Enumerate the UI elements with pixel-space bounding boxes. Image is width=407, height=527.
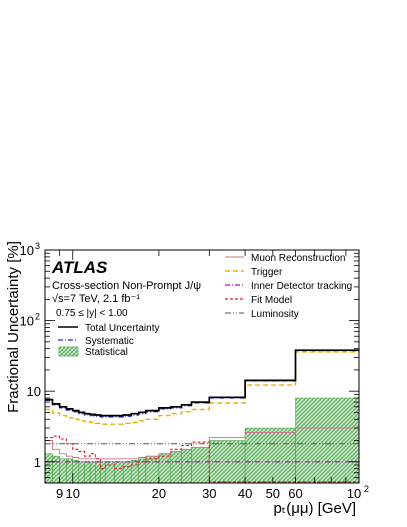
annotation-line-3: 0.75 ≤ |y| < 1.00 — [56, 308, 128, 319]
statistical-bin — [72, 460, 80, 483]
statistical-bin — [89, 461, 96, 483]
plot-area — [45, 349, 359, 483]
series-line-total-uncertainty — [45, 349, 359, 417]
statistical-bin — [244, 427, 296, 483]
statistical-bin — [170, 451, 182, 483]
x-tick-label: 10 — [66, 486, 80, 501]
statistical-bin — [84, 461, 91, 483]
statistical-bin — [59, 458, 67, 483]
annotation-line-2: √s=7 TeV, 2.1 fb⁻¹ — [52, 293, 140, 305]
y-tick-label-exponent: 2 — [35, 312, 40, 322]
legend-left: Total Uncertainty Systematic Statistical — [58, 323, 159, 358]
legend-label-statistical: Statistical — [85, 347, 128, 358]
x-tick-label: 9 — [56, 486, 63, 501]
legend-label-systematic: Systematic — [85, 336, 134, 347]
x-tick-label: 20 — [152, 486, 166, 501]
x-tick-label: 40 — [238, 486, 252, 501]
y-tick-label: 10 — [20, 243, 34, 258]
legend-label-total: Total Uncertainty — [85, 323, 159, 334]
series-line-fit-model — [45, 435, 359, 483]
statistical-bin — [66, 458, 73, 483]
x-tick-label: 30 — [202, 486, 216, 501]
legend-label-inner-detector: Inner Detector tracking — [251, 281, 352, 292]
statistical-bin — [158, 453, 172, 483]
statistical-bin — [138, 458, 147, 483]
statistical-bin — [78, 461, 85, 483]
legend-item-statistical: Statistical — [58, 346, 128, 358]
legend-item-systematic: Systematic — [58, 336, 134, 347]
x-tick-label-exponent: 2 — [364, 484, 369, 494]
legend-label-muon-reconstruction: Muon Reconstruction — [251, 253, 346, 264]
statistical-bin — [95, 461, 101, 483]
statistical-bin — [295, 397, 359, 483]
x-tick-label: 60 — [288, 486, 302, 501]
statistical-bin — [122, 461, 132, 483]
legend-label-trigger: Trigger — [251, 267, 283, 278]
statistical-bin — [100, 461, 106, 483]
statistical-bin — [114, 461, 124, 483]
legend-label-fit-model: Fit Model — [251, 295, 292, 306]
series-line-trigger — [45, 351, 359, 425]
axis-ticks — [44, 249, 360, 484]
x-axis-title: pₜ(μμ) [GeV] — [273, 500, 356, 517]
y-tick-label-exponent: 3 — [35, 241, 40, 251]
y-tick-label: 10 — [20, 314, 34, 329]
x-tick-label: 10 — [347, 486, 361, 501]
x-tick-label: 50 — [266, 486, 280, 501]
legend-item-luminosity: Luminosity — [225, 309, 299, 320]
legend-item-fit-model: Fit Model — [225, 295, 292, 306]
legend-swatch-statistical — [58, 346, 79, 357]
statistical-bin — [191, 447, 210, 483]
y-tick-label: 1 — [34, 455, 41, 470]
legend-label-luminosity: Luminosity — [251, 309, 299, 320]
statistical-bin — [145, 455, 160, 483]
series-line-muon-reconstruction — [45, 427, 359, 460]
legend-item-total: Total Uncertainty — [58, 323, 159, 334]
y-axis-title: Fractional Uncertainty [%] — [5, 241, 22, 413]
annotation-line-1: Cross-section Non-Prompt J/ψ — [52, 280, 201, 292]
atlas-label: ATLAS — [51, 258, 108, 277]
plot-frame — [44, 249, 360, 484]
statistical-bin — [181, 449, 192, 483]
legend-right: Muon Reconstruction Trigger Inner Detect… — [225, 253, 352, 320]
statistical-band-layer — [45, 397, 359, 483]
series-layer — [45, 349, 359, 483]
legend-item-trigger: Trigger — [225, 267, 283, 278]
statistical-bin — [130, 460, 139, 483]
y-tick-label: 10 — [27, 384, 41, 399]
legend-item-inner-detector: Inner Detector tracking — [225, 281, 352, 292]
legend-item-muon-reconstruction: Muon Reconstruction — [225, 253, 346, 264]
statistical-bin — [52, 455, 60, 483]
